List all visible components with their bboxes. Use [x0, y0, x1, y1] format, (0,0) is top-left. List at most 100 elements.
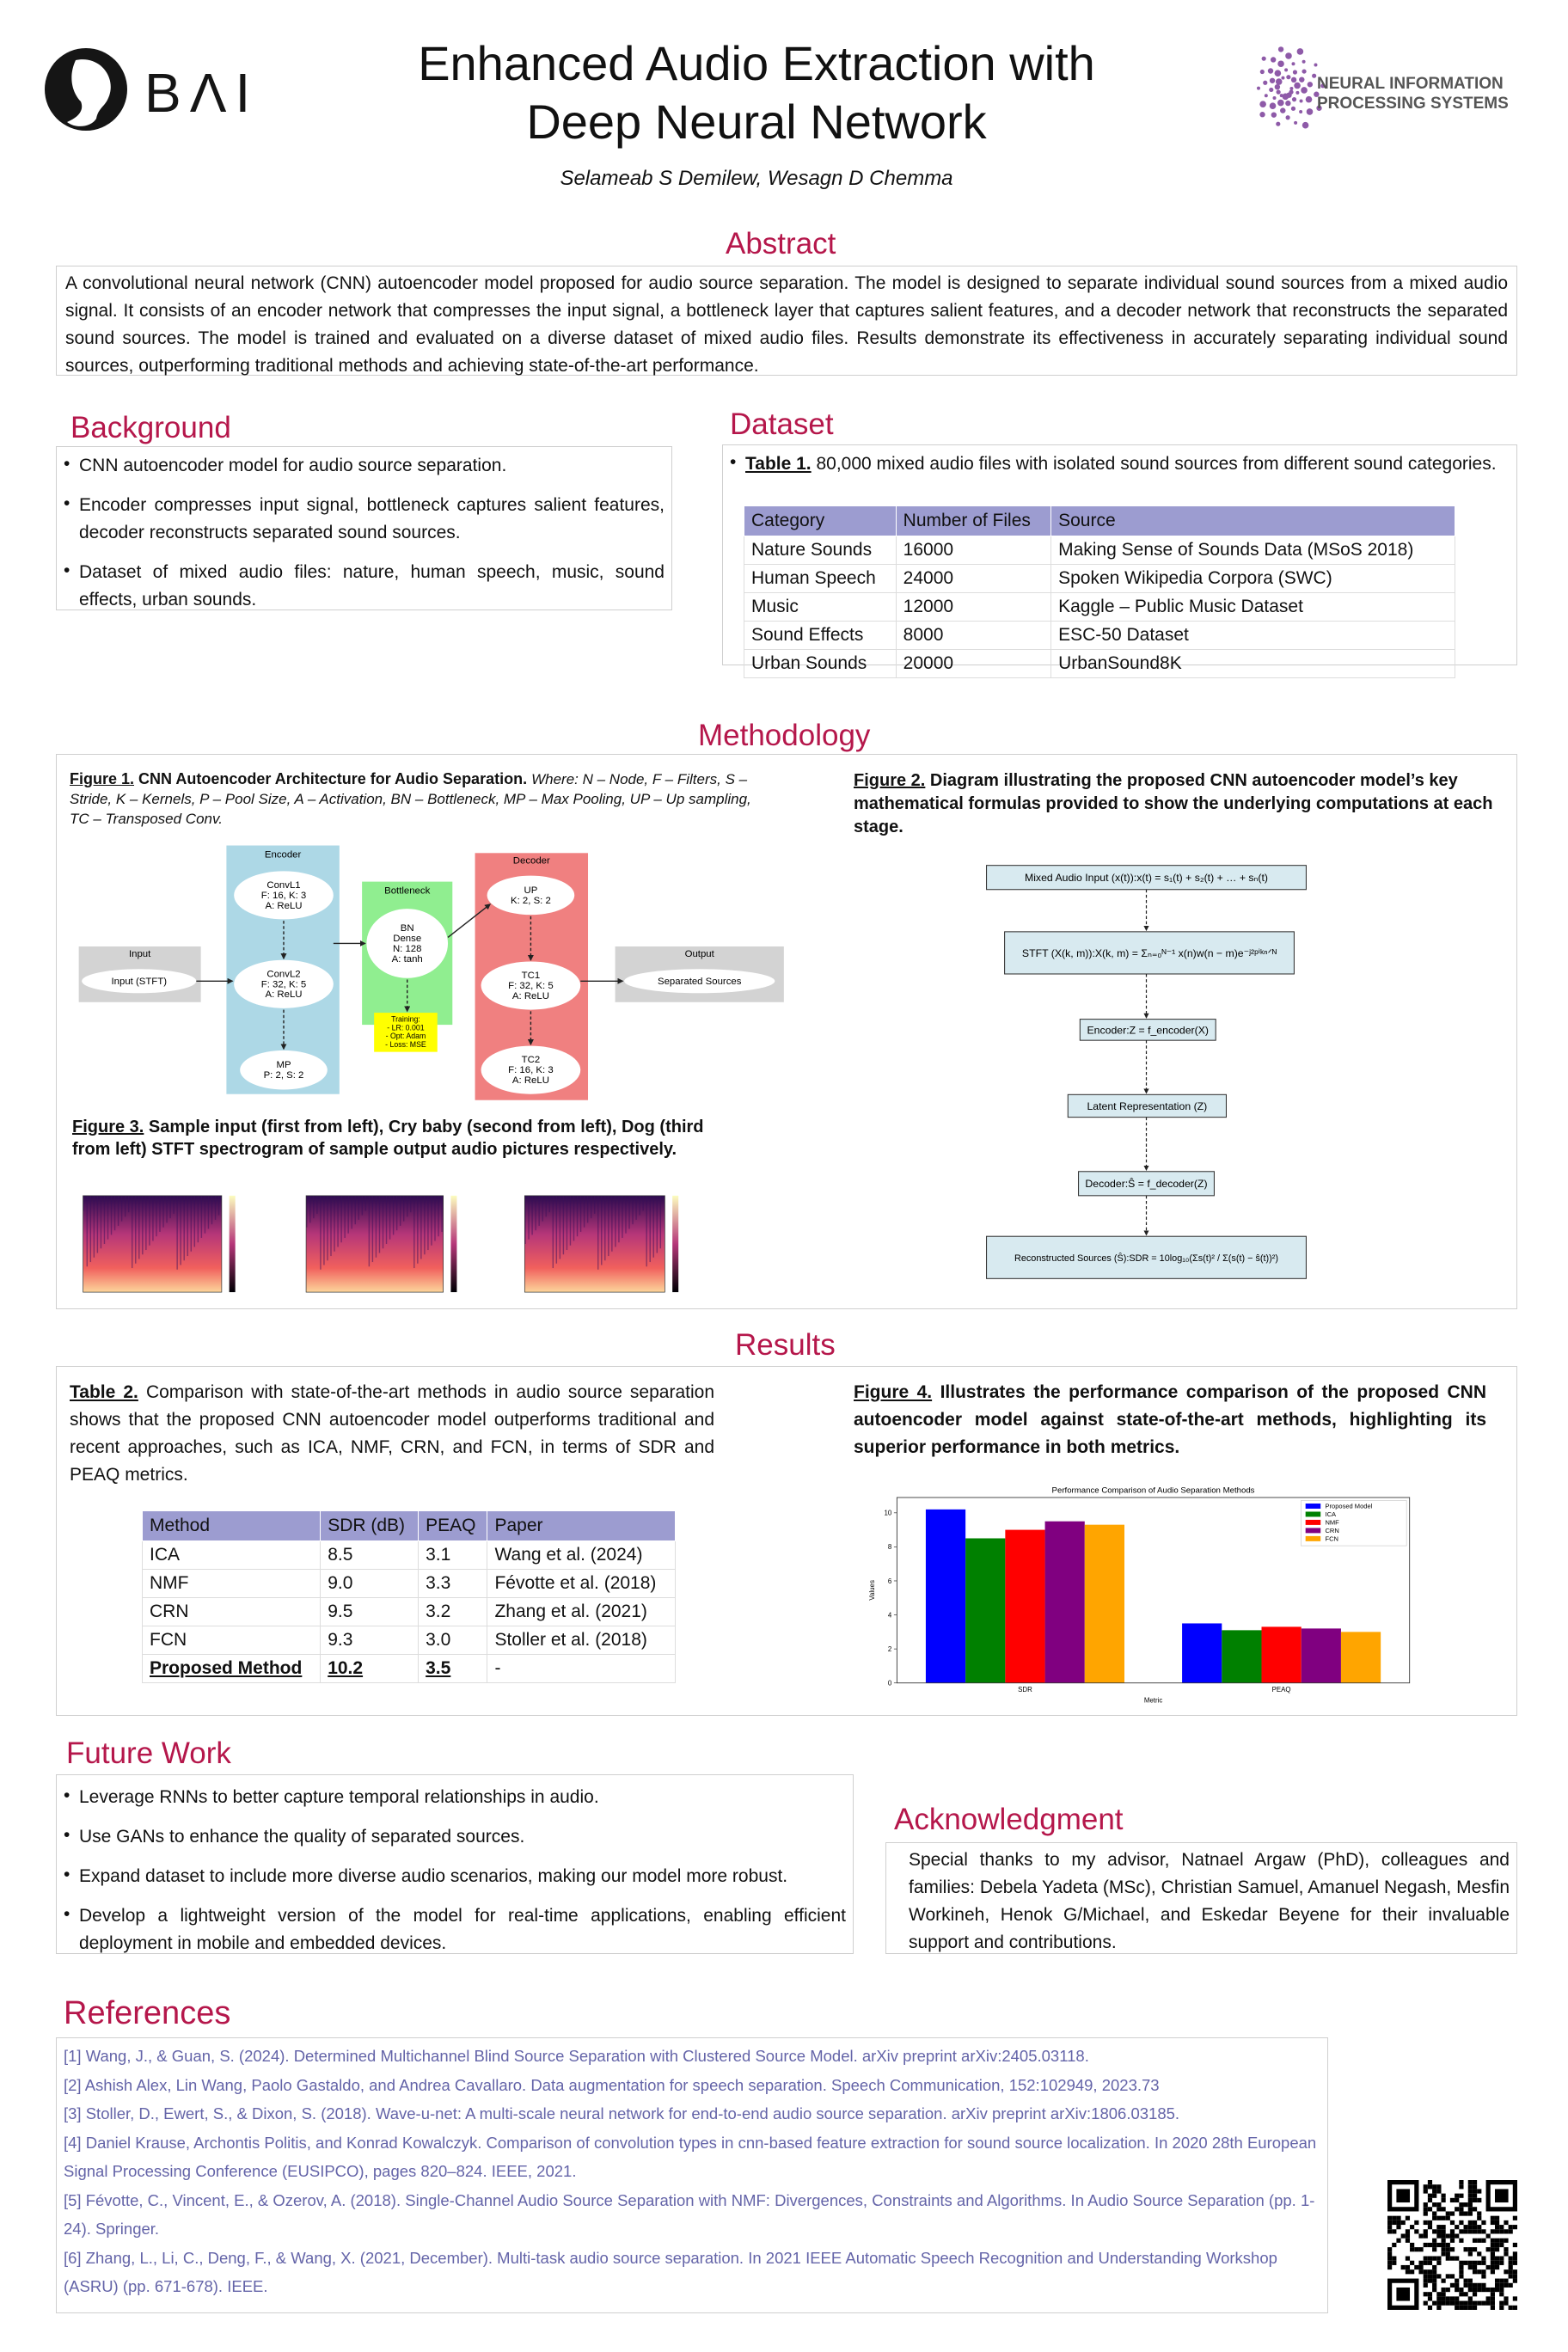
formula-diagram: Mixed Audio Input (x(t)):x(t) = s₁(t) + …	[986, 865, 1307, 1279]
spectrogram-stripe	[149, 1195, 150, 1246]
qr-finder	[1387, 2180, 1419, 2212]
qr-module	[1504, 2247, 1509, 2252]
training-label: Training:	[391, 1015, 420, 1024]
qr-module	[1387, 2256, 1393, 2261]
qr-module	[1410, 2225, 1415, 2230]
qr-module	[1455, 2282, 1460, 2288]
qr-module	[1423, 2202, 1428, 2208]
qr-module	[1441, 2278, 1446, 2283]
reference: [3] Stoller, D., Ewert, S., & Dixon, S. …	[64, 2104, 1180, 2122]
logo-dot	[1290, 106, 1296, 111]
x-tick-label: PEAQ	[1272, 1686, 1291, 1694]
qr-module	[1455, 2197, 1460, 2203]
qr-module	[1427, 2292, 1433, 2297]
colorbar	[672, 1195, 679, 1293]
spectrogram-stripe	[375, 1195, 377, 1258]
legend-swatch	[1305, 1511, 1321, 1517]
table-cell: Urban Sounds	[744, 649, 897, 678]
qr-module	[1427, 2193, 1433, 2198]
node	[487, 875, 575, 916]
qr-module	[1472, 2292, 1478, 2297]
caption-title: CNN Autoencoder Architecture for Audio S…	[138, 770, 528, 787]
qr-module	[1410, 2247, 1415, 2252]
qr-module	[1494, 2225, 1500, 2230]
table-cell: FCN	[141, 1626, 322, 1655]
spectrogram-stripe	[145, 1195, 147, 1251]
caption-label: Figure 1.	[70, 770, 135, 787]
qr-module	[1512, 2215, 1517, 2220]
qr-module	[1455, 2193, 1460, 2198]
qr-module	[1427, 2184, 1433, 2190]
logo-dot	[1277, 99, 1284, 107]
qr-module	[1449, 2211, 1455, 2216]
logo-dot	[1286, 75, 1291, 80]
title-line: Deep Neural Network	[526, 95, 987, 149]
qr-module	[1432, 2184, 1437, 2190]
qr-module	[1499, 2278, 1504, 2283]
figure1-caption: Figure 1. CNN Autoencoder Architecture f…	[70, 769, 775, 829]
qr-module	[1467, 2211, 1473, 2216]
spectrogram-stripe	[316, 1195, 318, 1214]
qr-module	[1445, 2242, 1450, 2248]
qr-module	[1477, 2215, 1482, 2220]
qr-module	[1467, 2300, 1473, 2306]
qr-module	[1467, 2264, 1473, 2270]
formula-text: Latent Representation (Z)	[1087, 1100, 1207, 1112]
spectrogram-stripe	[166, 1195, 168, 1223]
qr-module	[1477, 2197, 1482, 2203]
qr-module	[1459, 2220, 1464, 2226]
qr-module	[1449, 2256, 1455, 2261]
bar	[1084, 1524, 1124, 1683]
logo-dot	[1291, 97, 1297, 102]
qr-module	[1512, 2278, 1517, 2283]
formula-text: Reconstructed Sources (Ŝ):SDR = 10log₁₀(…	[1014, 1253, 1278, 1264]
architecture-diagram: Input Encoder Bottleneck Decoder Output Input…	[78, 845, 784, 1100]
qr-module	[1405, 2269, 1411, 2275]
qr-module	[1449, 2296, 1455, 2301]
qr-module	[1459, 2211, 1464, 2216]
qr-module	[1455, 2296, 1460, 2301]
qr-module	[1490, 2247, 1495, 2252]
qr-module	[1405, 2233, 1411, 2239]
qr-module	[1459, 2180, 1464, 2185]
spectrogram-stripe	[176, 1195, 178, 1270]
qr-module	[1490, 2269, 1495, 2275]
qr-module	[1423, 2278, 1428, 2283]
logo-dot	[1274, 70, 1282, 77]
table-cell: 20000	[895, 649, 1052, 678]
table-cell: ICA	[141, 1540, 322, 1570]
logo-dot	[1294, 82, 1301, 89]
qr-module	[1418, 2264, 1424, 2270]
reference: [4] Daniel Krause, Archontis Politis, an…	[64, 2133, 1317, 2181]
qr-module	[1459, 2260, 1464, 2265]
qr-module	[1485, 2296, 1491, 2301]
logo-dot	[1306, 108, 1314, 115]
logo-dot	[1284, 68, 1289, 72]
spectrogram-stripe	[569, 1195, 572, 1246]
qr-module	[1481, 2256, 1486, 2261]
node	[234, 871, 334, 920]
node-label: F: 32, K: 5	[508, 981, 553, 991]
bullet-item: Develop a lightweight version of the mod…	[64, 1901, 846, 1957]
logo-dot	[1259, 101, 1266, 107]
node	[240, 1050, 328, 1090]
y-tick-label: 2	[888, 1645, 891, 1653]
section-heading: References	[57, 1994, 238, 2032]
spectrogram-stripe	[576, 1195, 579, 1237]
logo-dot	[1285, 115, 1290, 120]
table-cell: Zhang et al. (2021)	[487, 1597, 676, 1626]
spectrogram-stripe	[392, 1195, 395, 1235]
qr-module	[1414, 2247, 1419, 2252]
logo-dot	[1275, 78, 1283, 85]
group-label: Decoder	[513, 856, 550, 867]
qr-module	[1445, 2233, 1450, 2239]
qr-module	[1512, 2269, 1517, 2275]
group-label: Output	[685, 949, 715, 959]
logo-dot	[1271, 112, 1277, 118]
qr-module	[1481, 2220, 1486, 2226]
qr-module	[1467, 2180, 1473, 2185]
spectrogram-stripe	[632, 1195, 634, 1225]
legend-swatch	[1305, 1504, 1321, 1509]
qr-module	[1485, 2300, 1491, 2306]
qr-module	[1472, 2229, 1478, 2234]
